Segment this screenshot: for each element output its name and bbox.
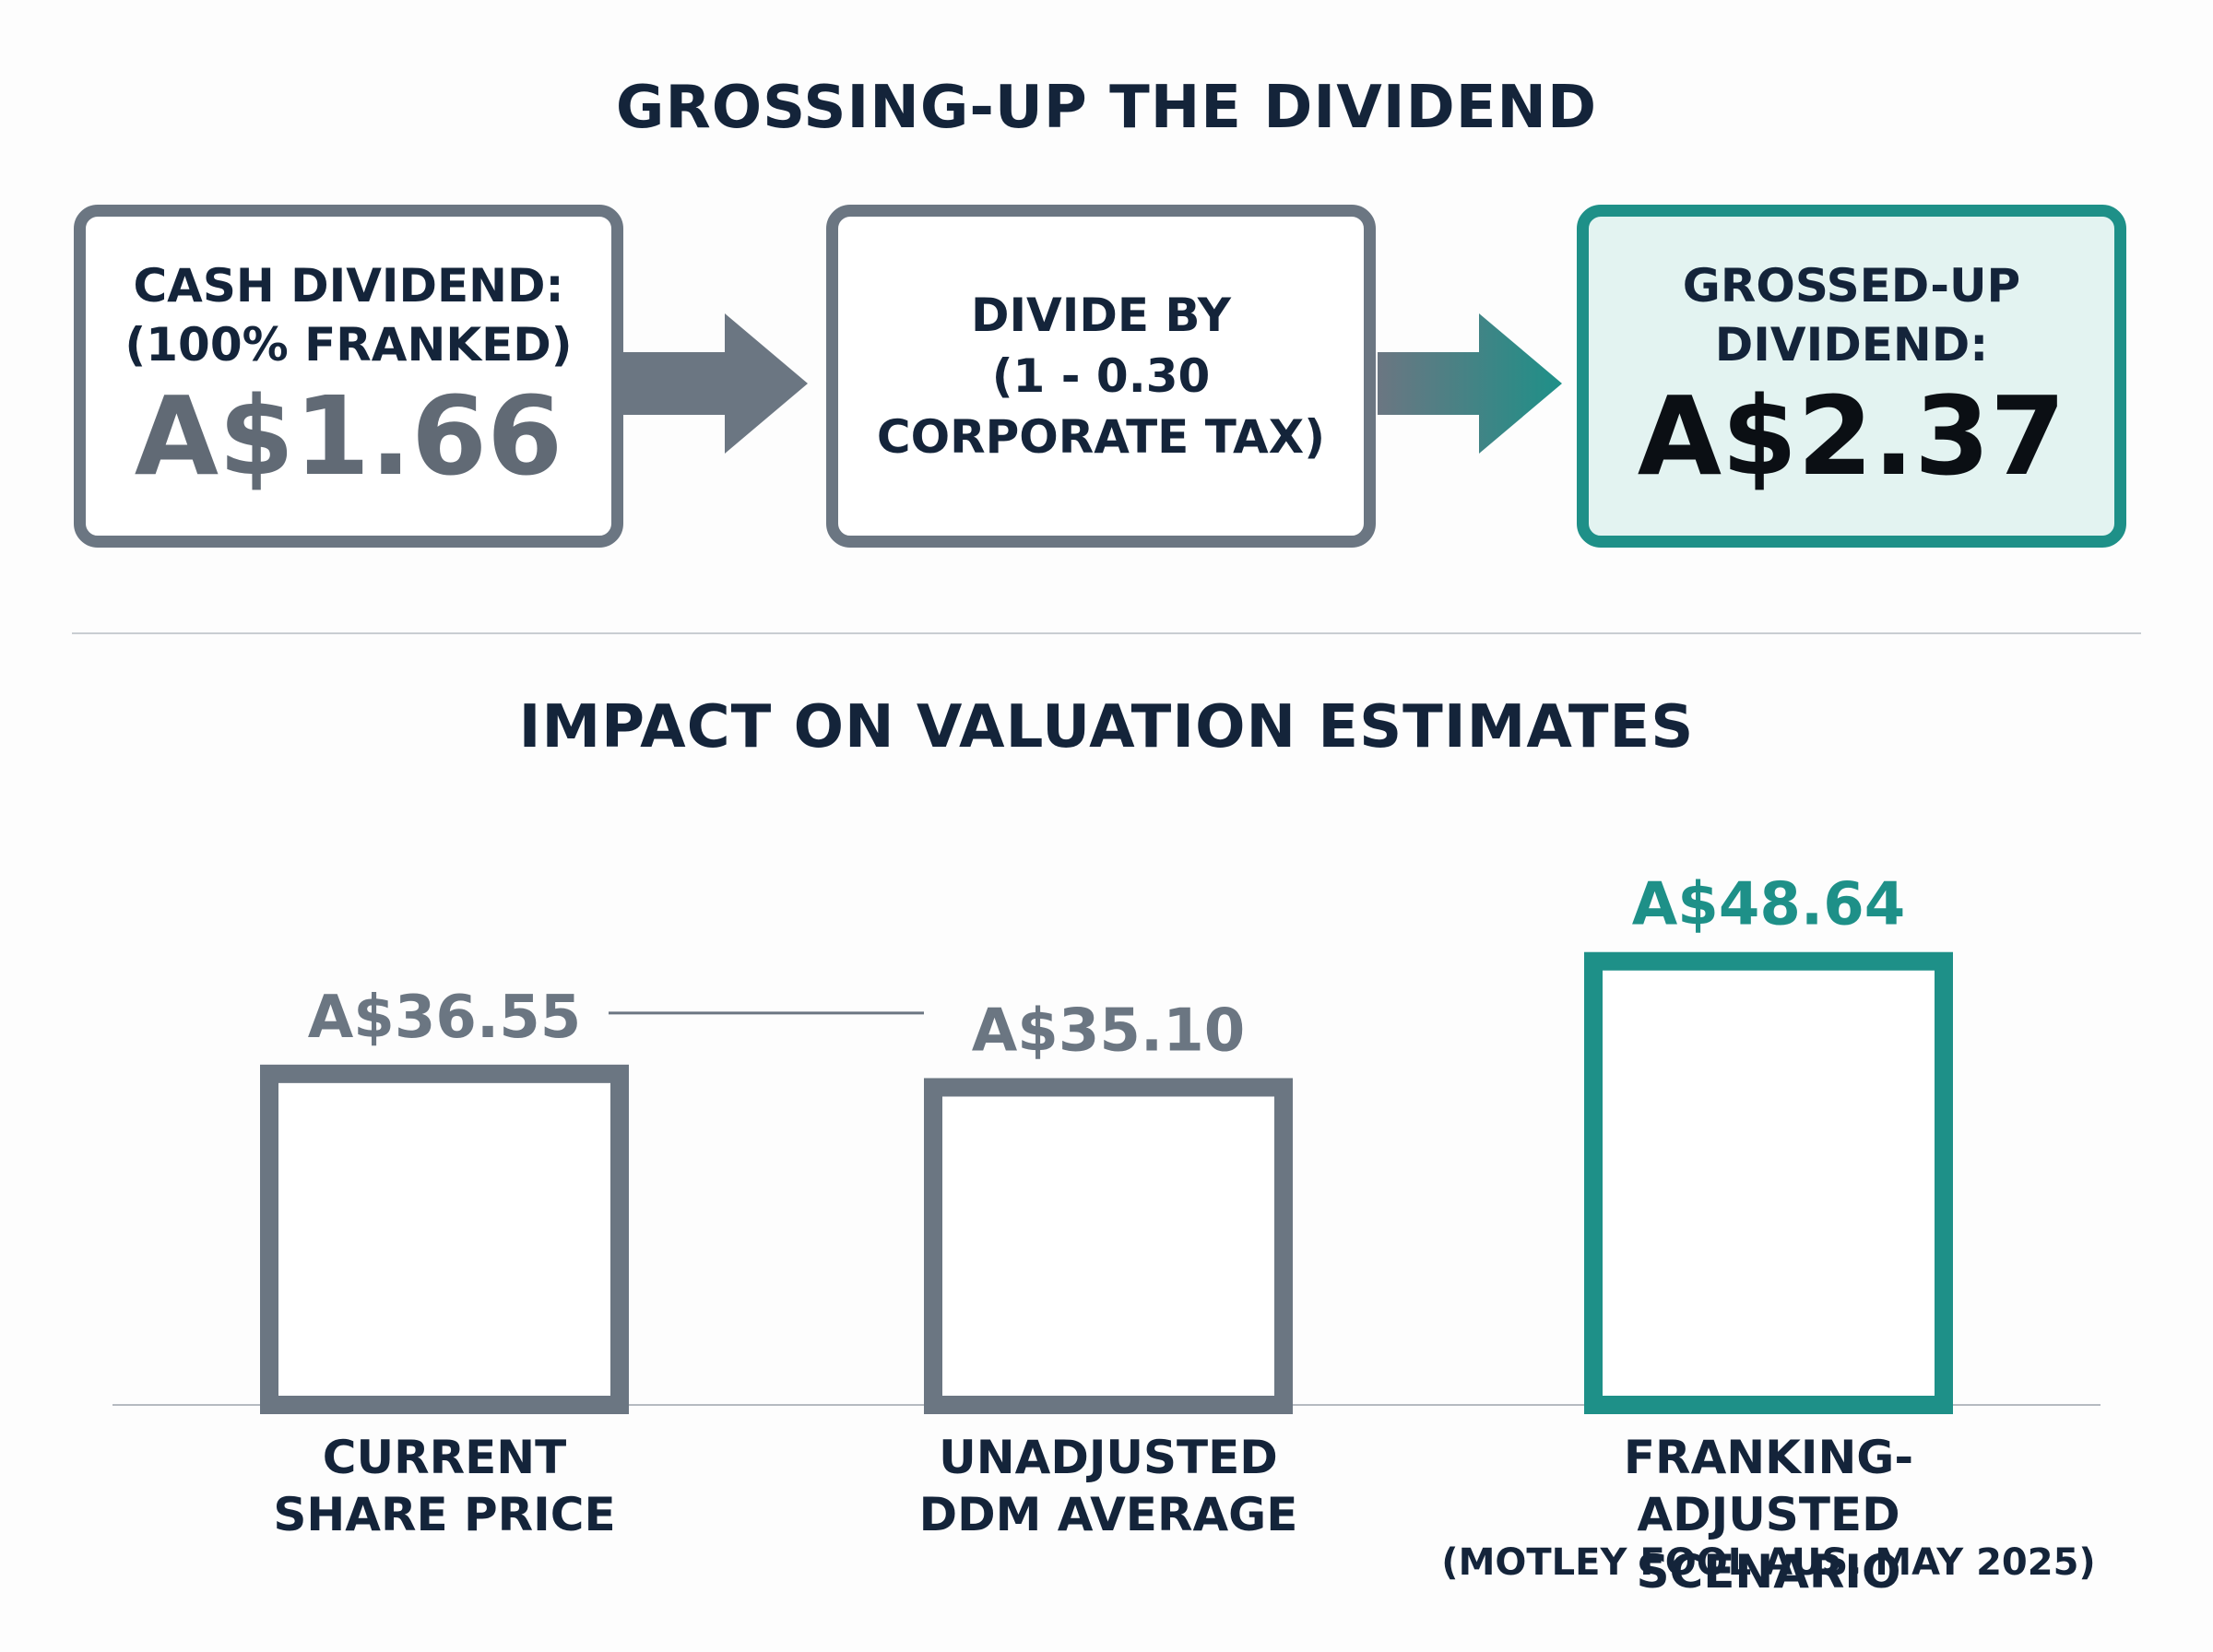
bar (260, 1064, 629, 1414)
right-arrow-icon (1378, 313, 1562, 454)
section-divider (72, 632, 2141, 634)
valuation-bar-chart: A$36.55 A$35.10 A$48.64 (112, 871, 2101, 1414)
grossed-up-value: A$2.37 (1637, 372, 2066, 500)
x-tick-label: UNADJUSTED DDM AVERAGE (918, 1431, 1298, 1541)
divide-by-box: DIVIDE BY (1 - 0.30 CORPORATE TAX) (826, 205, 1376, 548)
bar-value-label: A$36.55 (308, 984, 582, 1052)
bar (924, 1078, 1293, 1414)
cash-dividend-label: CASH DIVIDEND: (100% FRANKED) (124, 259, 573, 372)
valuation-title: IMPACT ON VALUATION ESTIMATES (518, 693, 1695, 761)
source-note: (MOTLEY FOOL AUS, MAY 2025) (1441, 1541, 2096, 1584)
x-tick-label: CURRENT SHARE PRICE (273, 1431, 616, 1541)
divide-by-label: DIVIDE BY (1 - 0.30 CORPORATE TAX) (876, 289, 1326, 464)
x-tick-label: FRANKING-ADJUSTED SCENARIO (1623, 1431, 1914, 1599)
grossed-up-label: GROSSED-UP DIVIDEND: (1682, 259, 2021, 372)
cash-dividend-value: A$1.66 (134, 372, 563, 500)
bar (1584, 951, 1953, 1414)
bar-value-label: A$35.10 (972, 997, 1246, 1065)
grossed-up-dividend-box: GROSSED-UP DIVIDEND: A$2.37 (1577, 205, 2126, 548)
bar-value-label: A$48.64 (1632, 871, 1906, 939)
cash-dividend-box: CASH DIVIDEND: (100% FRANKED) A$1.66 (74, 205, 623, 548)
right-arrow-icon (623, 313, 808, 454)
flow-title: GROSSING-UP THE DIVIDEND (615, 74, 1598, 142)
